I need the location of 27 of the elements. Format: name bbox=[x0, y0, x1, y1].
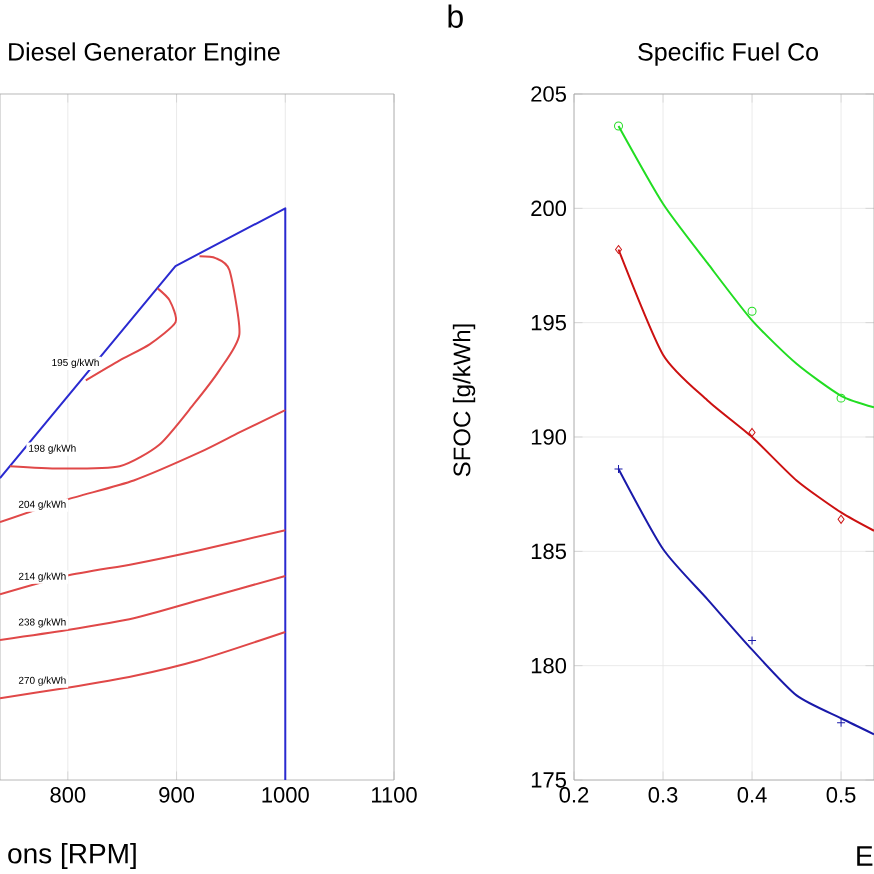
x-tick-label: 0.2 bbox=[559, 787, 589, 803]
x-axis-title: ons [RPM] bbox=[8, 842, 136, 870]
y-axis-title: SFOC [g/kWh] bbox=[452, 324, 476, 477]
point bbox=[747, 636, 757, 646]
point bbox=[748, 427, 756, 437]
y-tick-label: 180 bbox=[531, 657, 567, 674]
point bbox=[747, 306, 757, 316]
text: b bbox=[448, 4, 463, 28]
chart-title: Specific Fuel Co bbox=[638, 42, 818, 66]
x-tick-label: 0.4 bbox=[737, 787, 767, 803]
point bbox=[836, 718, 846, 728]
y-tick-label: 205 bbox=[531, 86, 566, 102]
x-tick-label: 900 bbox=[159, 787, 195, 803]
y-tick-label: 175 bbox=[531, 772, 566, 788]
chart-title: Diesel Generator Engine bbox=[9, 42, 280, 66]
x-tick-label: 1100 bbox=[372, 787, 417, 803]
x-tick-label: 800 bbox=[50, 787, 86, 803]
y-tick-label: 190 bbox=[531, 429, 567, 445]
x-tick-label: 1000 bbox=[262, 787, 309, 803]
y-tick-label: 200 bbox=[531, 200, 567, 217]
x-axis-title: E bbox=[857, 846, 873, 866]
y-tick-label: 195 bbox=[531, 314, 566, 331]
point bbox=[836, 393, 846, 403]
x-tick-label: 0.3 bbox=[648, 787, 678, 803]
x-tick-label: 0.5 bbox=[826, 787, 856, 803]
point bbox=[837, 514, 845, 524]
y-tick-label: 185 bbox=[531, 543, 566, 560]
